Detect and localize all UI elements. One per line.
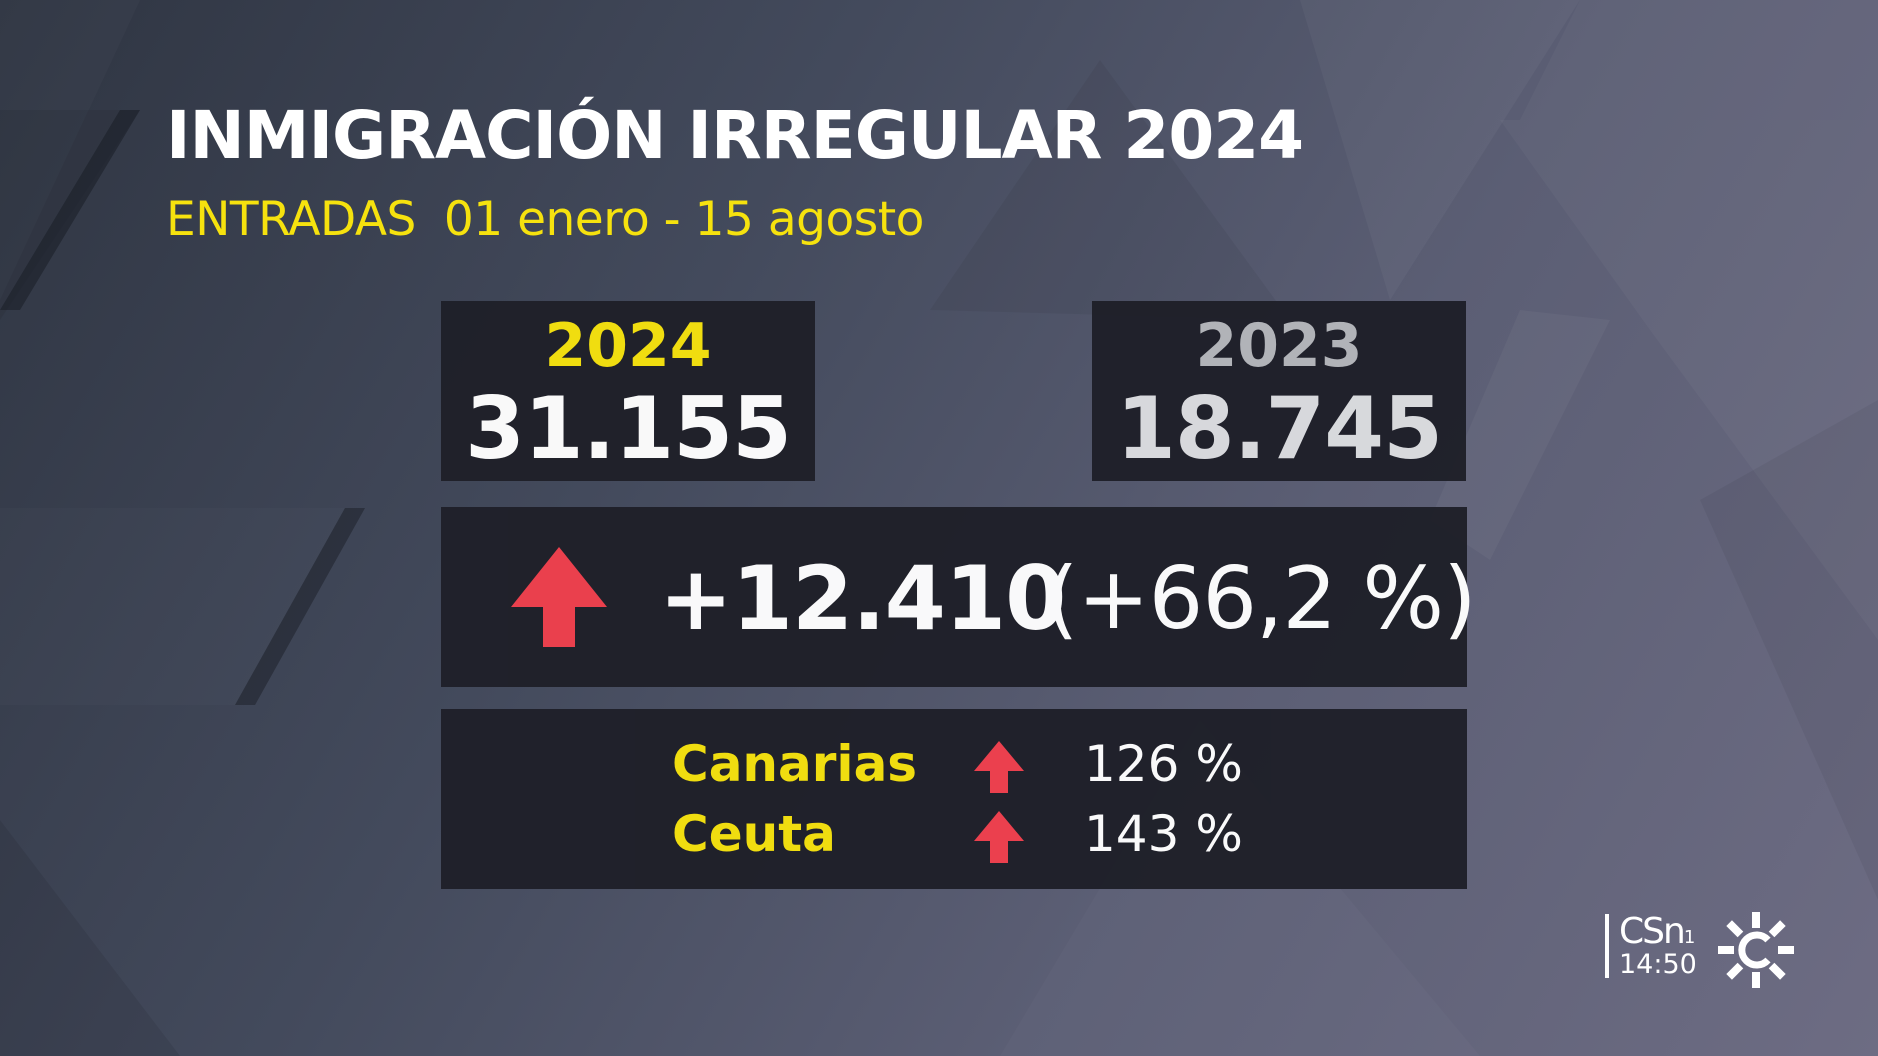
broadcast-time: 14:50: [1619, 949, 1697, 980]
difference-percent: (+66,2 %): [1045, 549, 1477, 649]
logo-divider: [1605, 914, 1609, 978]
up-arrow-icon: [511, 547, 607, 647]
channel-letters: CSn: [1619, 911, 1686, 952]
subtitle-label: ENTRADAS: [166, 192, 416, 247]
region-name: Ceuta: [672, 805, 836, 863]
current-year-panel: 2024 31.155: [441, 301, 815, 481]
previous-year-panel: 2023 18.745: [1092, 301, 1466, 481]
difference-value: +12.410: [659, 547, 1066, 650]
current-year-value: 31.155: [465, 379, 792, 479]
page-title: INMIGRACIÓN IRREGULAR 2024: [166, 97, 1304, 174]
previous-year-label: 2023: [1195, 311, 1363, 381]
region-change: 126 %: [1084, 735, 1243, 793]
difference-panel: +12.410 (+66,2 %): [441, 507, 1477, 687]
channel-number: 1: [1683, 927, 1696, 948]
regions-panel: Canarias 126 % Ceuta 143 %: [441, 709, 1467, 889]
current-year-label: 2024: [544, 311, 712, 381]
subtitle-period: 01 enero - 15 agosto: [443, 192, 925, 247]
up-arrow-icon: [974, 741, 1024, 793]
region-change: 143 %: [1084, 805, 1243, 863]
up-arrow-icon: [974, 811, 1024, 863]
page-subtitle: ENTRADAS 01 enero - 15 agosto: [166, 190, 924, 250]
broadcast-logo: CSn1 14:50: [1601, 910, 1801, 990]
channel-name: CSn1: [1619, 912, 1695, 958]
region-row: Ceuta 143 %: [441, 799, 1467, 869]
canal-sur-sun-icon: [1718, 912, 1794, 988]
previous-year-value: 18.745: [1116, 379, 1443, 479]
region-row: Canarias 126 %: [441, 729, 1467, 799]
region-name: Canarias: [672, 735, 918, 793]
